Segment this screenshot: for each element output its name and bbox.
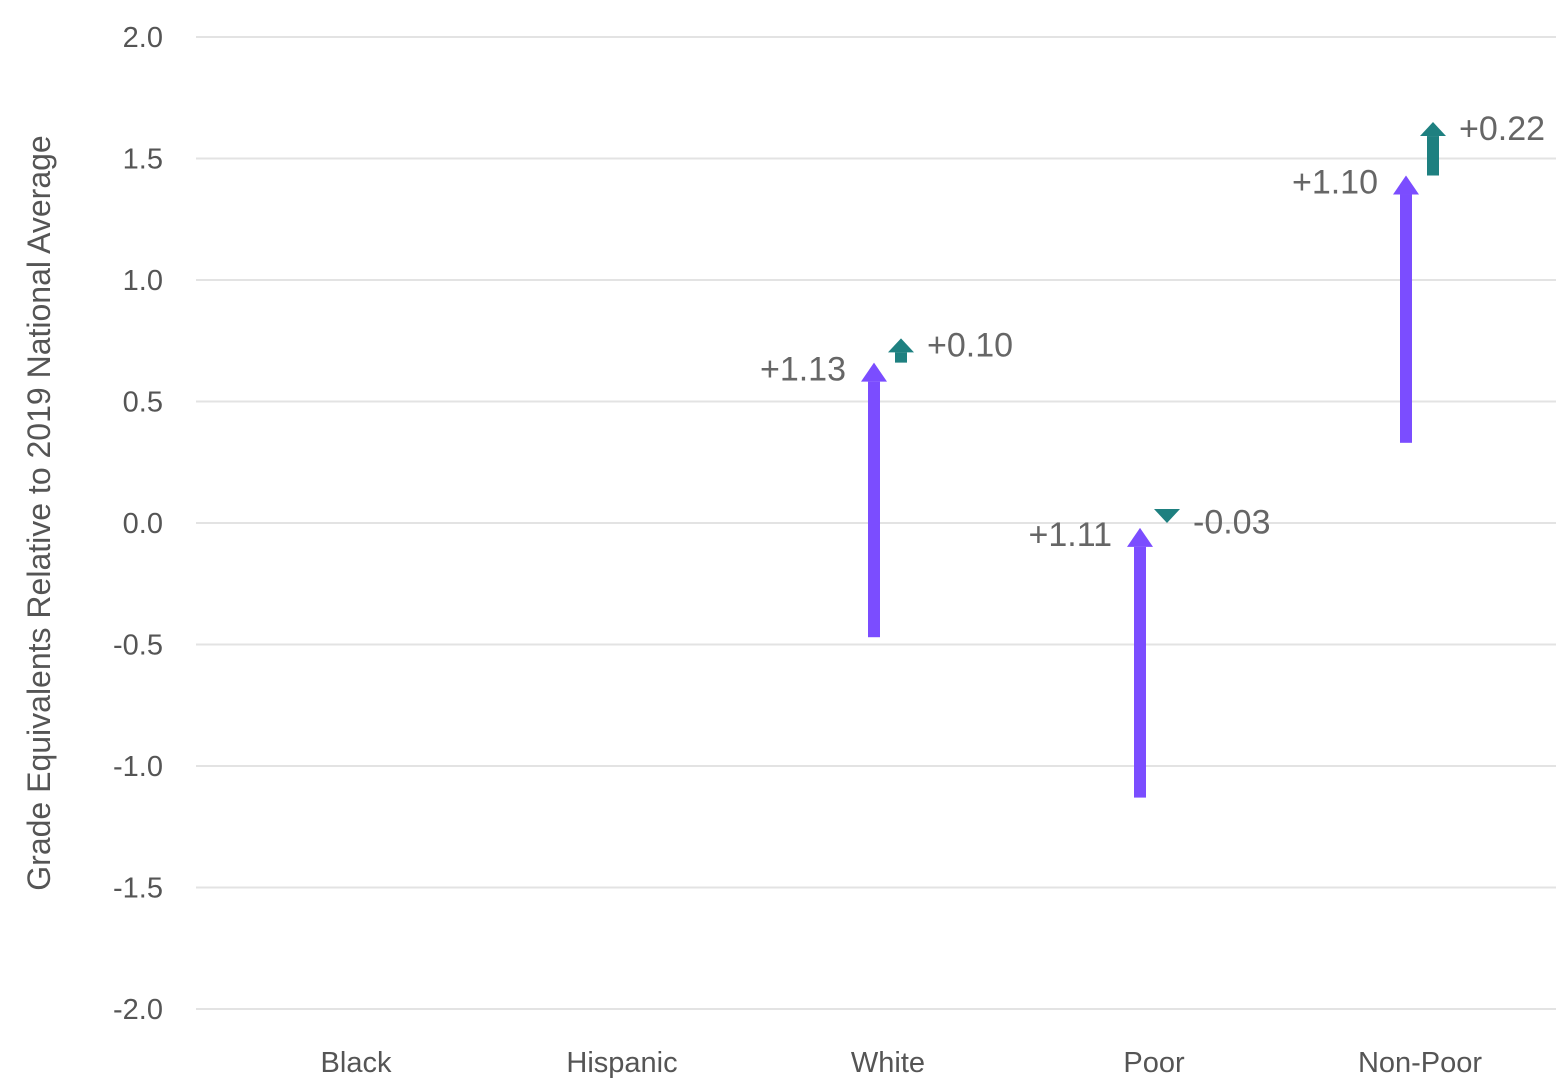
x-category-label: White bbox=[851, 1047, 925, 1079]
y-tick-label: 2.0 bbox=[123, 22, 163, 54]
arrow-shaft bbox=[1134, 546, 1146, 798]
y-tick-label: 0.5 bbox=[123, 387, 163, 419]
y-axis-ticks: 2.0 1.5 1.0 0.5 0.0 -0.5 -1.0 -1.5 -2.0 bbox=[113, 22, 163, 1026]
y-axis-title: Grade Equivalents Relative to 2019 Natio… bbox=[21, 135, 57, 890]
arrow-head bbox=[1127, 527, 1153, 547]
arrow-head bbox=[861, 362, 887, 382]
arrow-head bbox=[1420, 122, 1446, 137]
arrows bbox=[861, 122, 1446, 798]
x-axis-categories: Black Hispanic White Poor Non-Poor bbox=[321, 1047, 1483, 1079]
arrow-shaft bbox=[1400, 194, 1412, 443]
arrow-head bbox=[1393, 175, 1419, 195]
data-label: +1.11 bbox=[1028, 516, 1112, 554]
arrow-shaft bbox=[868, 381, 880, 638]
data-labels: +1.13 +1.11 +1.10 +0.10 -0.03 +0.22 bbox=[760, 110, 1545, 554]
data-label: -0.03 bbox=[1193, 504, 1271, 542]
arrow-shaft bbox=[895, 352, 907, 363]
data-label: +1.10 bbox=[1292, 164, 1378, 202]
x-category-label: Non-Poor bbox=[1358, 1047, 1482, 1079]
y-tick-label: -1.0 bbox=[113, 751, 163, 783]
y-tick-label: 0.0 bbox=[123, 508, 163, 540]
arrow-shaft bbox=[1427, 136, 1439, 176]
arrow-head bbox=[1154, 509, 1180, 523]
x-category-label: Hispanic bbox=[566, 1047, 677, 1079]
x-category-label: Poor bbox=[1123, 1047, 1185, 1079]
arrow-head bbox=[888, 338, 914, 353]
data-label: +0.22 bbox=[1459, 110, 1545, 148]
y-tick-label: 1.5 bbox=[123, 144, 163, 176]
x-category-label: Black bbox=[321, 1047, 392, 1079]
y-tick-label: -1.5 bbox=[113, 873, 163, 905]
y-tick-label: -0.5 bbox=[113, 630, 163, 662]
data-label: +0.10 bbox=[927, 326, 1013, 364]
y-tick-label: -2.0 bbox=[113, 994, 163, 1026]
data-label: +1.13 bbox=[760, 351, 846, 389]
y-tick-label: 1.0 bbox=[123, 265, 163, 297]
